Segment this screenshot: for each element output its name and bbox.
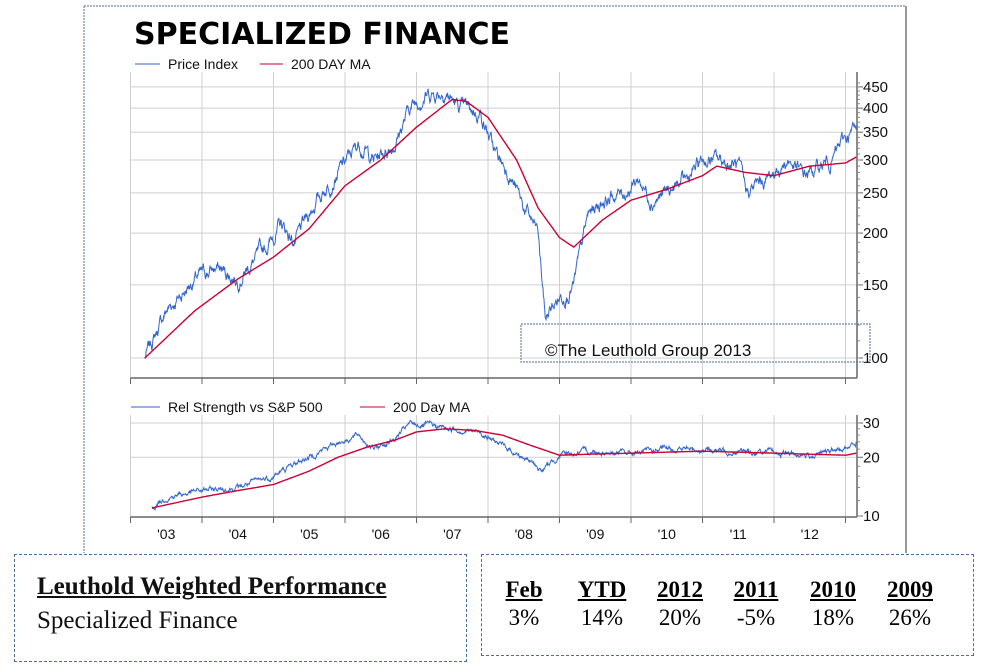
perf-col-2010: 2010 18% bbox=[798, 577, 868, 631]
y-tick-label: 200 bbox=[863, 225, 888, 242]
x-tick-label: '06 bbox=[372, 526, 390, 542]
y-tick-label: 450 bbox=[863, 79, 888, 96]
perf-value: 14% bbox=[580, 605, 624, 630]
x-tick-label: '10 bbox=[658, 526, 676, 542]
legend-label-rs: Rel Strength vs S&P 500 bbox=[168, 399, 323, 415]
perf-col-2011: 2011 -5% bbox=[721, 577, 791, 631]
y-tick-label: 350 bbox=[863, 124, 888, 141]
x-tick-label: '08 bbox=[515, 526, 533, 542]
perf-col-feb: Feb 3% bbox=[489, 577, 559, 631]
x-tick-label: '07 bbox=[443, 526, 461, 542]
performance-table: Feb 3% YTD 14% 2012 20% 2011 -5% 2010 18% 200… bbox=[481, 554, 974, 656]
x-tick-label: '11 bbox=[730, 526, 747, 542]
performance-title: Leuthold Weighted Performance bbox=[37, 573, 387, 600]
y-tick-label: 250 bbox=[863, 185, 888, 202]
y-tick-label: 20 bbox=[863, 449, 880, 466]
perf-header: 2012 bbox=[657, 577, 703, 602]
x-tick-label: '04 bbox=[229, 526, 247, 542]
perf-col-2009: 2009 26% bbox=[875, 577, 945, 631]
price-plot: 100 150 200 250 300 350 400 450 bbox=[130, 72, 888, 384]
perf-header: 2009 bbox=[887, 577, 933, 602]
perf-header: 2010 bbox=[810, 577, 856, 602]
chart-title: SPECIALIZED FINANCE bbox=[134, 17, 510, 52]
perf-value: 20% bbox=[658, 605, 702, 630]
perf-header: Feb bbox=[505, 577, 543, 602]
x-tick-label: '09 bbox=[586, 526, 604, 542]
y-tick-label: 150 bbox=[863, 277, 888, 294]
perf-value: 18% bbox=[811, 605, 855, 630]
perf-header: YTD bbox=[577, 577, 627, 602]
x-tick-label: '03 bbox=[157, 526, 175, 542]
legend-label-rs-ma: 200 Day MA bbox=[393, 399, 471, 415]
series-line-main bbox=[151, 419, 857, 511]
series-line-ma bbox=[144, 98, 857, 359]
legend-label-price: Price Index bbox=[168, 56, 238, 72]
y-tick-label: 10 bbox=[863, 508, 880, 525]
performance-subtitle: Specialized Finance bbox=[37, 607, 238, 634]
x-tick-label: '05 bbox=[300, 526, 318, 542]
perf-value: 3% bbox=[508, 605, 540, 630]
perf-col-2012: 2012 20% bbox=[645, 577, 715, 631]
copyright-box bbox=[520, 323, 871, 363]
y-tick-label: 300 bbox=[863, 152, 888, 169]
perf-value: -5% bbox=[736, 605, 776, 630]
y-tick-label: 30 bbox=[863, 415, 880, 432]
series-line-main bbox=[144, 88, 857, 360]
legend-bottom: Rel Strength vs S&P 500 200 Day MA bbox=[131, 399, 471, 415]
x-tick-label: '12 bbox=[801, 526, 819, 542]
legend-label-ma: 200 DAY MA bbox=[291, 56, 371, 72]
performance-title-box: Leuthold Weighted Performance Specialize… bbox=[14, 554, 467, 662]
series-line-ma bbox=[151, 428, 857, 509]
perf-col-ytd: YTD 14% bbox=[567, 577, 637, 631]
copyright-text: ©The Leuthold Group 2013 bbox=[545, 341, 751, 360]
legend-top: Price Index 200 DAY MA bbox=[135, 56, 371, 72]
y-tick-label: 100 bbox=[863, 350, 888, 367]
perf-value: 26% bbox=[888, 605, 932, 630]
perf-header: 2011 bbox=[733, 577, 779, 602]
y-tick-label: 400 bbox=[863, 100, 888, 117]
rel-strength-plot: '03 '04 '05 '06 '07 '08 '09 '10 '11 '12 10 20 30 bbox=[130, 415, 880, 542]
